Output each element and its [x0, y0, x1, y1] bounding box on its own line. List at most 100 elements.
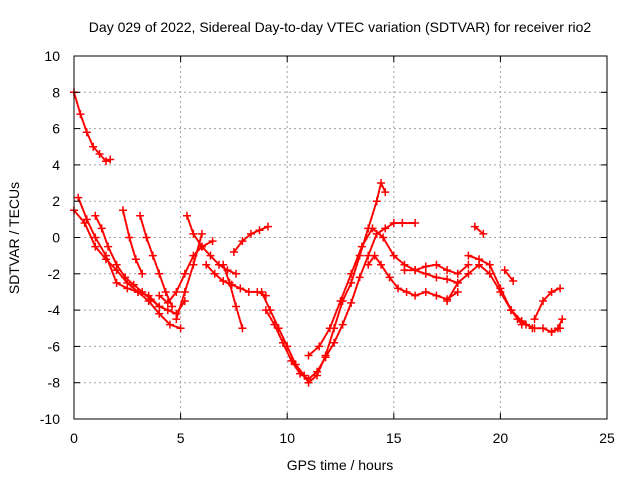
data-point-marker — [189, 260, 198, 269]
data-point-marker — [453, 278, 462, 287]
data-point-marker — [553, 324, 562, 333]
data-point-marker — [381, 224, 390, 233]
data-point-marker — [368, 224, 377, 233]
data-point-marker — [507, 306, 516, 315]
data-point-marker — [238, 237, 247, 246]
data-point-marker — [398, 218, 407, 227]
series-arc-14 — [264, 222, 417, 381]
data-point-marker — [91, 242, 100, 251]
data-point-marker — [264, 222, 273, 231]
data-point-marker — [119, 206, 128, 215]
data-point-marker — [558, 315, 567, 324]
data-point-marker — [210, 269, 219, 278]
data-point-marker — [464, 251, 473, 260]
data-point-marker — [155, 291, 164, 300]
data-point-marker — [464, 269, 473, 278]
data-point-marker — [238, 324, 247, 333]
y-tick-label: 8 — [52, 84, 60, 100]
data-point-marker — [180, 269, 189, 278]
data-point-marker — [189, 229, 198, 238]
data-point-marker — [101, 157, 110, 166]
data-point-marker — [389, 218, 398, 227]
data-point-marker — [315, 342, 324, 351]
data-point-marker — [421, 269, 430, 278]
y-tick-label: -4 — [48, 302, 61, 318]
data-point-marker — [278, 338, 287, 347]
data-point-marker — [172, 287, 181, 296]
data-point-marker — [163, 298, 172, 307]
data-point-marker — [321, 353, 330, 362]
data-point-marker — [347, 298, 356, 307]
x-tick-label: 5 — [177, 430, 185, 446]
y-tick-label: 6 — [52, 121, 60, 137]
data-point-marker — [539, 324, 548, 333]
data-point-marker — [304, 375, 313, 384]
data-point-marker — [244, 287, 253, 296]
data-point-marker — [432, 291, 441, 300]
data-point-marker — [82, 215, 91, 224]
data-point-marker — [225, 278, 234, 287]
data-point-marker — [377, 179, 386, 188]
series-arc-1 — [73, 91, 112, 163]
data-point-marker — [411, 291, 420, 300]
data-point-marker — [236, 284, 245, 293]
data-point-marker — [232, 302, 241, 311]
data-point-marker — [176, 324, 185, 333]
data-point-marker — [74, 193, 83, 202]
data-point-marker — [257, 287, 266, 296]
data-point-marker — [379, 233, 388, 242]
data-point-marker — [496, 284, 505, 293]
y-tick-label: 2 — [52, 193, 60, 209]
data-point-marker — [385, 273, 394, 282]
series-arc-21 — [503, 269, 515, 283]
data-point-marker — [101, 251, 110, 260]
data-point-marker — [129, 280, 138, 289]
data-point-marker — [394, 284, 403, 293]
data-point-marker — [389, 251, 398, 260]
data-point-marker — [146, 295, 155, 304]
data-point-marker — [539, 297, 548, 306]
data-point-marker — [313, 367, 322, 376]
data-point-marker — [123, 284, 132, 293]
y-tick-label: 0 — [52, 230, 60, 246]
data-point-marker — [513, 315, 522, 324]
data-point-marker — [138, 287, 147, 296]
chart-title: Day 029 of 2022, Sidereal Day-to-day VTE… — [89, 19, 592, 35]
data-point-marker — [168, 302, 177, 311]
data-point-marker — [330, 338, 339, 347]
data-point-marker — [485, 260, 494, 269]
y-tick-label: 10 — [44, 48, 60, 64]
data-point-marker — [547, 327, 556, 336]
data-point-marker — [232, 269, 241, 278]
data-point-marker — [208, 237, 217, 246]
data-point-marker — [136, 211, 145, 220]
data-point-marker — [255, 226, 264, 235]
series-arc-11 — [222, 263, 244, 330]
data-point-marker — [91, 233, 100, 242]
data-point-marker — [295, 369, 304, 378]
data-point-marker — [161, 287, 170, 296]
data-point-marker — [261, 306, 270, 315]
data-point-marker — [142, 233, 151, 242]
data-point-marker — [125, 233, 134, 242]
x-tick-label: 10 — [279, 430, 295, 446]
data-point-marker — [470, 222, 479, 231]
x-tick-label: 0 — [70, 430, 78, 446]
data-point-marker — [443, 266, 452, 275]
axis-ticks: 0 5 10 15 20 25 -10 -8 -6 -4 -2 0 2 4 6 8 10 — [40, 48, 615, 446]
series-arc-8 — [175, 232, 203, 321]
data-point-marker — [485, 269, 494, 278]
data-point-marker — [336, 297, 345, 306]
x-tick-label: 20 — [493, 430, 509, 446]
data-point-marker — [347, 269, 356, 278]
data-point-marker — [172, 315, 181, 324]
data-point-marker — [411, 218, 420, 227]
data-point-marker — [443, 275, 452, 284]
data-point-marker — [270, 320, 279, 329]
y-axis-label: SDTVAR / TECUs — [6, 182, 22, 294]
data-point-marker — [411, 266, 420, 275]
data-point-marker — [180, 287, 189, 296]
data-point-marker — [148, 251, 157, 260]
data-point-marker — [163, 306, 172, 315]
series-arc-23 — [533, 287, 562, 321]
